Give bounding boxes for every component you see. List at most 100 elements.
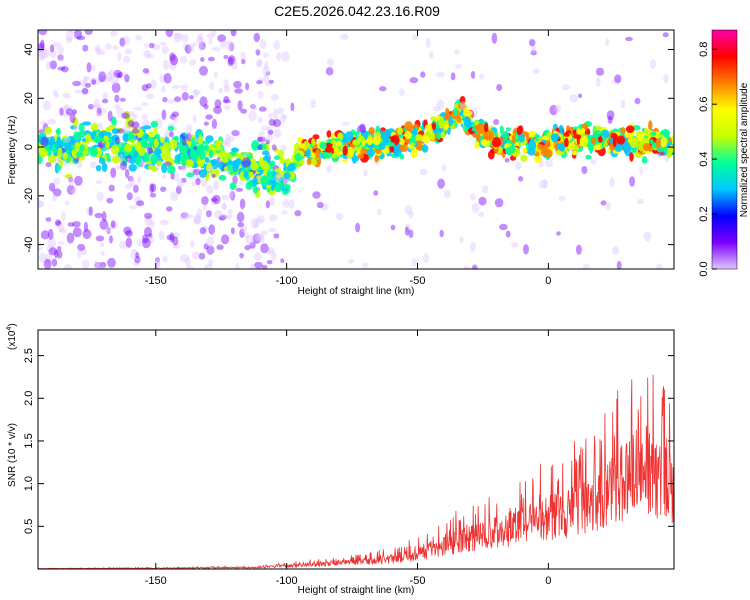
spectrogram-cell xyxy=(463,265,470,269)
spectrogram-cell xyxy=(179,133,186,139)
spectrogram-cell xyxy=(421,144,429,153)
spectrogram-cell xyxy=(197,32,204,41)
spectrogram-frame xyxy=(37,29,675,270)
spectrogram-cell xyxy=(223,95,230,103)
spectrogram-cell xyxy=(375,125,381,134)
spectrogram-cell xyxy=(171,84,181,89)
spectrogram-cell xyxy=(634,97,641,105)
spectrogram-cell xyxy=(189,168,198,174)
spectrogram-cell xyxy=(83,75,90,82)
spectrogram-cell xyxy=(420,135,430,143)
spectrogram-cell xyxy=(135,252,140,259)
spectrogram-cell xyxy=(169,114,177,120)
spectrogram-cell xyxy=(46,245,54,252)
spectrogram-cell xyxy=(351,155,360,162)
spectrogram-cell xyxy=(218,215,226,221)
spectrogram-cell xyxy=(282,199,290,208)
spectrogram-cell xyxy=(131,121,140,129)
snr-multiplier-close: ) xyxy=(7,323,18,326)
spectrogram-cell xyxy=(52,188,62,197)
spectrogram-cell xyxy=(114,94,120,103)
spectrogram-cell xyxy=(38,155,43,165)
spectrogram-cell xyxy=(65,108,73,116)
spectrogram-cell xyxy=(264,61,269,69)
spectrogram-cell xyxy=(206,163,213,173)
spectrogram-cell xyxy=(322,151,327,159)
spectrogram-cell xyxy=(459,101,467,111)
spectrogram-cell xyxy=(118,241,128,249)
spectrogram-cell xyxy=(549,104,558,116)
spectrogram-cell xyxy=(192,168,201,175)
spectrogram-cell xyxy=(115,73,121,78)
spectrogram-cell xyxy=(518,176,524,182)
spectrogram-xtick-label: -100 xyxy=(276,275,298,287)
spectrogram-cell xyxy=(166,165,176,175)
spectrogram-cell xyxy=(554,104,562,113)
spectrogram-cell xyxy=(208,37,213,45)
spectrogram-cell xyxy=(432,106,441,112)
spectrogram-cell xyxy=(125,237,132,248)
spectrogram-cell xyxy=(612,137,617,147)
spectrogram-cell xyxy=(141,102,149,107)
spectrogram-cell xyxy=(325,67,334,76)
spectrogram-cell xyxy=(646,129,653,139)
spectrogram-cell xyxy=(49,44,55,53)
spectrogram-cell xyxy=(38,201,45,208)
spectrogram-cell xyxy=(360,148,369,155)
spectrogram-xtick-label: -50 xyxy=(410,275,426,287)
spectrogram-cell xyxy=(411,133,416,144)
spectrogram-cell xyxy=(132,261,140,266)
spectrogram-cell xyxy=(141,114,148,120)
spectrogram-cell xyxy=(276,51,282,62)
spectrogram-cell xyxy=(102,75,110,83)
spectrogram-cell xyxy=(471,127,477,132)
spectrogram-cell xyxy=(79,130,86,138)
spectrogram-cell xyxy=(58,53,65,62)
spectrogram-panel: -150 -100 -50 0 -40 -20 0 20 40 Height of straig… xyxy=(7,29,675,297)
spectrogram-cell xyxy=(256,215,265,223)
spectrogram-cell xyxy=(345,131,354,142)
spectrogram-cell xyxy=(262,52,269,58)
snr-xtick-label: -150 xyxy=(145,575,167,587)
spectrogram-cell xyxy=(471,264,478,269)
spectrogram-cell xyxy=(433,128,443,134)
spectrogram-cell xyxy=(73,124,79,133)
spectrogram-cell xyxy=(93,260,99,269)
spectrogram-cell xyxy=(607,115,613,125)
spectrogram-cell xyxy=(62,111,71,118)
spectrogram-cell xyxy=(60,211,67,222)
spectrogram-cell xyxy=(397,126,404,135)
spectrogram-cell xyxy=(545,140,551,148)
spectrogram-cell xyxy=(38,135,46,145)
spectrogram-cell xyxy=(93,98,100,109)
spectrogram-cell xyxy=(252,233,262,244)
spectrogram-cell xyxy=(405,223,411,233)
spectrogram-cell xyxy=(120,97,126,102)
spectrogram-cell xyxy=(485,130,495,141)
spectrogram-cell xyxy=(115,136,121,145)
spectrogram-cell xyxy=(605,201,611,211)
spectrogram-cell xyxy=(99,219,109,230)
spectrogram-cell xyxy=(128,110,135,116)
spectrogram-cell xyxy=(139,160,146,167)
spectrogram-cell xyxy=(511,242,519,248)
spectrogram-cell xyxy=(335,212,344,221)
spectrogram-cell xyxy=(641,137,649,144)
spectrogram-cell xyxy=(650,131,657,136)
spectrogram-cell xyxy=(196,35,203,45)
spectrogram-cell xyxy=(61,65,69,73)
spectrogram-cell xyxy=(173,172,179,182)
spectrogram-cell xyxy=(169,54,178,66)
spectrogram-cell xyxy=(195,178,201,186)
spectrogram-cell xyxy=(106,226,111,235)
spectrogram-cell xyxy=(393,147,402,157)
spectrogram-cell xyxy=(210,158,219,170)
spectrogram-cell xyxy=(49,60,58,70)
spectrogram-cell xyxy=(72,109,77,115)
spectrogram-cell xyxy=(250,218,259,229)
spectrogram-cell xyxy=(189,59,197,66)
spectrogram-cell xyxy=(38,47,47,59)
spectrogram-cell xyxy=(239,198,246,210)
snr-series-line xyxy=(38,374,674,569)
spectrogram-cell xyxy=(273,148,279,153)
